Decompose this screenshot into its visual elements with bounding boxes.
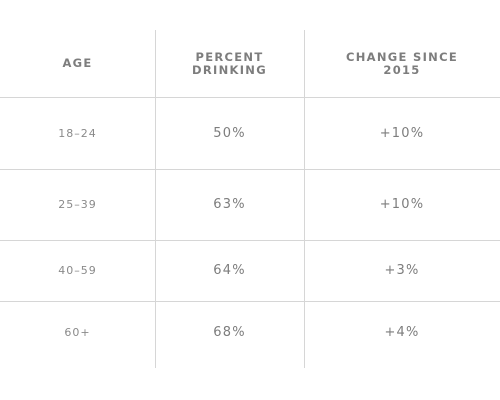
- header-change-since: CHANGE SINCE 2015: [304, 30, 500, 97]
- table-cell-age: 18–24: [58, 126, 97, 140]
- table-cell-percent: 64%: [213, 263, 246, 278]
- table-cell-age: 40–59: [58, 264, 97, 277]
- table-cell-age: 25–39: [58, 198, 97, 211]
- table-cell-change: +10%: [379, 197, 425, 212]
- header-change-line-1: CHANGE SINCE: [346, 49, 458, 64]
- row-divider: [0, 301, 500, 302]
- header-percent-line-2: DRINKING: [192, 62, 267, 77]
- row-divider: [0, 240, 500, 241]
- header-change-line-2: 2015: [383, 62, 421, 77]
- column-divider: [155, 30, 156, 368]
- header-percent-line-1: PERCENT: [195, 49, 264, 64]
- table-cell-percent: 63%: [213, 197, 246, 212]
- table-cell-change: +4%: [384, 325, 420, 340]
- table-cell-age: 60+: [64, 326, 91, 339]
- table-cell-change: +3%: [384, 263, 420, 278]
- header-percent-drinking: PERCENT DRINKING: [155, 30, 304, 97]
- table-cell-percent: 68%: [213, 325, 246, 340]
- column-divider: [304, 30, 305, 368]
- header-age: AGE: [0, 30, 155, 97]
- header-divider: [0, 97, 500, 98]
- table-cell-change: +10%: [379, 125, 425, 141]
- table-cell-percent: 50%: [213, 125, 246, 141]
- header-age-label: AGE: [62, 56, 93, 70]
- row-divider: [0, 169, 500, 170]
